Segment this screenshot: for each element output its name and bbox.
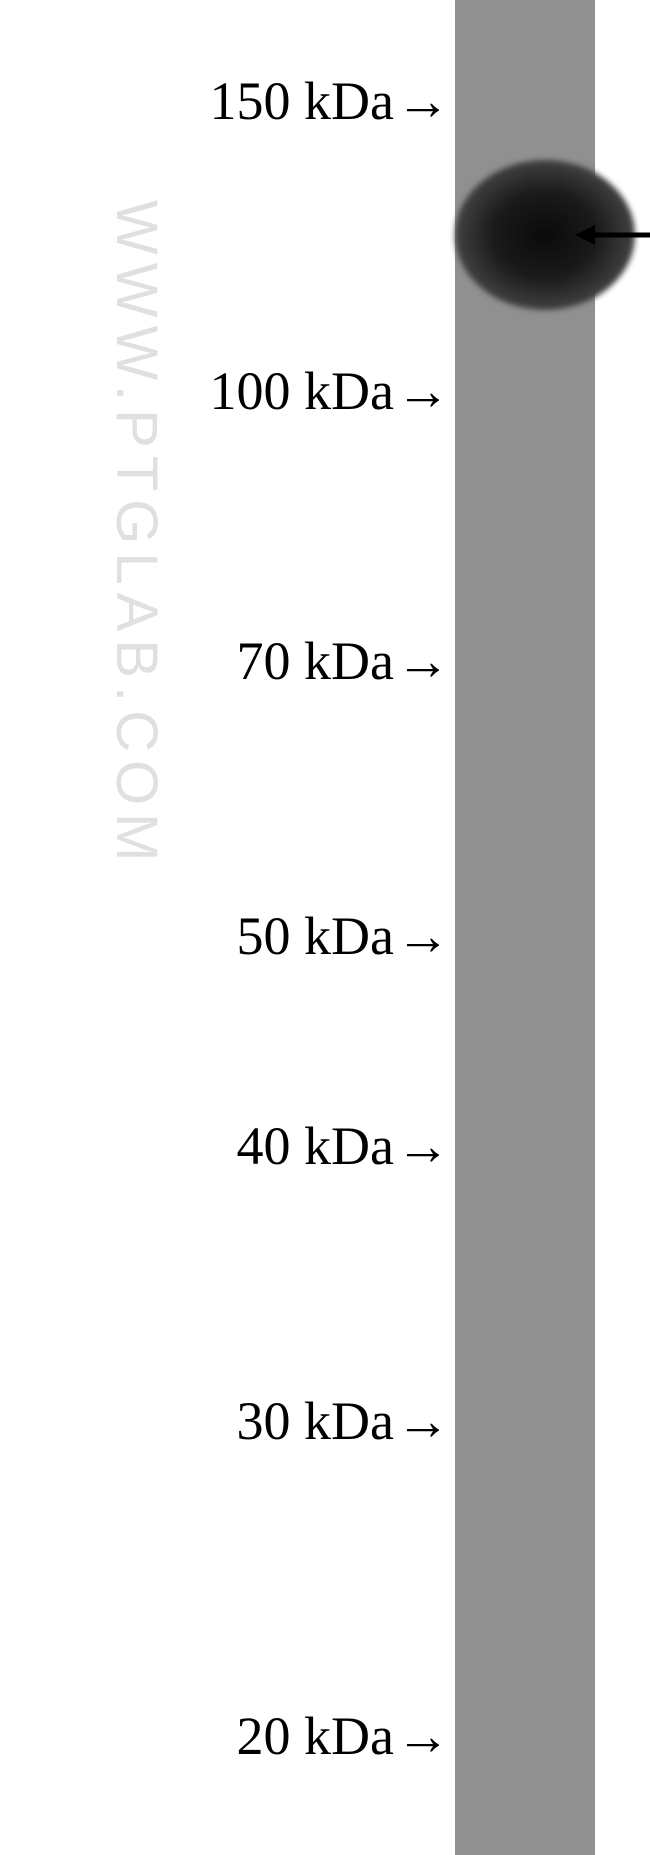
blot-container: WWW.PTGLAB.COM 150 kDa→100 kDa→70 kDa→50… — [0, 0, 650, 1855]
marker-label: 30 kDa→ — [237, 1390, 450, 1452]
arrow-right-icon: → — [396, 1119, 450, 1173]
arrow-right-icon: → — [396, 1709, 450, 1763]
arrow-right-icon: → — [396, 1394, 450, 1448]
marker-label: 50 kDa→ — [237, 905, 450, 967]
arrow-right-icon: → — [396, 909, 450, 963]
band-indicator-arrow — [575, 220, 650, 250]
marker-text: 20 kDa — [237, 1705, 394, 1767]
marker-label: 70 kDa→ — [237, 630, 450, 692]
watermark-text: WWW.PTGLAB.COM — [103, 200, 170, 869]
marker-text: 30 kDa — [237, 1390, 394, 1452]
arrow-right-icon: → — [396, 74, 450, 128]
arrow-right-icon: → — [396, 634, 450, 688]
marker-label: 40 kDa→ — [237, 1115, 450, 1177]
arrow-right-icon: → — [396, 364, 450, 418]
marker-text: 40 kDa — [237, 1115, 394, 1177]
marker-label: 100 kDa→ — [210, 360, 450, 422]
marker-text: 150 kDa — [210, 70, 394, 132]
marker-text: 70 kDa — [237, 630, 394, 692]
marker-text: 50 kDa — [237, 905, 394, 967]
marker-text: 100 kDa — [210, 360, 394, 422]
marker-label: 150 kDa→ — [210, 70, 450, 132]
marker-label: 20 kDa→ — [237, 1705, 450, 1767]
